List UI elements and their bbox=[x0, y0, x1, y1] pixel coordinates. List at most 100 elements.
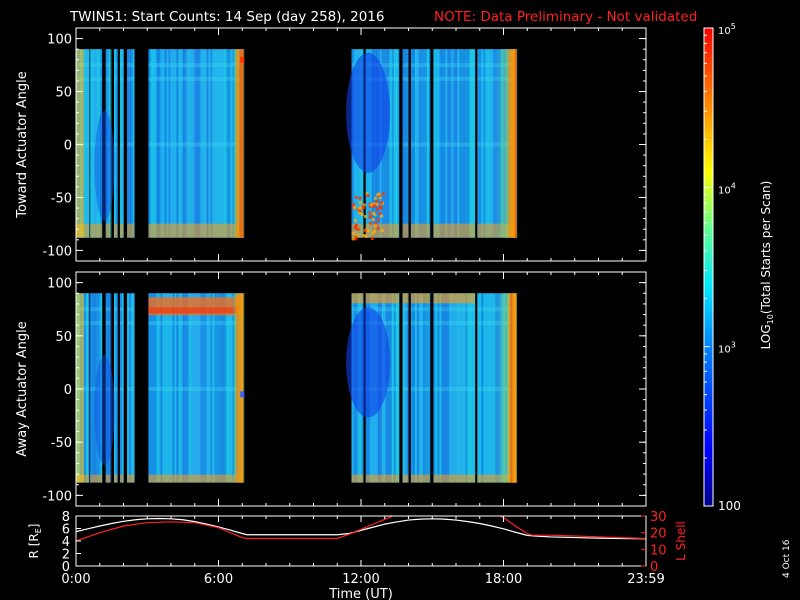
tail-stripe bbox=[508, 293, 511, 483]
data-interval-5 bbox=[127, 293, 136, 483]
edge-band bbox=[105, 223, 111, 238]
texture-stripe bbox=[200, 293, 203, 483]
texture-stripe bbox=[164, 49, 167, 238]
edge-band bbox=[127, 474, 135, 483]
texture-stripe bbox=[170, 49, 173, 238]
texture-stripe bbox=[218, 293, 221, 483]
texture-stripe bbox=[210, 293, 213, 483]
speckle bbox=[368, 215, 372, 219]
data-fill bbox=[105, 49, 111, 238]
intensity-lobe bbox=[94, 355, 115, 466]
data-fill bbox=[114, 49, 118, 238]
angle-band bbox=[410, 142, 430, 147]
speckle bbox=[358, 201, 362, 205]
texture-stripe bbox=[188, 49, 191, 238]
texture-stripe bbox=[166, 49, 169, 238]
texture-stripe bbox=[210, 49, 213, 238]
speckle bbox=[381, 192, 385, 196]
angle-band bbox=[433, 387, 475, 391]
texture-stripe bbox=[182, 293, 185, 483]
speckle bbox=[362, 203, 366, 207]
edge-band bbox=[90, 474, 103, 483]
texture-stripe bbox=[479, 293, 482, 483]
speckle bbox=[358, 209, 362, 213]
texture-stripe bbox=[176, 293, 179, 483]
data-fill bbox=[410, 49, 430, 238]
texture-stripe bbox=[84, 293, 86, 483]
texture-stripe bbox=[397, 293, 400, 483]
texture-stripe bbox=[152, 293, 155, 483]
panel-frame bbox=[75, 515, 647, 567]
data-fill bbox=[90, 49, 103, 238]
texture-stripe bbox=[459, 49, 462, 238]
speckle bbox=[358, 196, 362, 200]
texture-stripe bbox=[184, 293, 187, 483]
tail-stripe bbox=[239, 49, 242, 238]
texture-stripe bbox=[397, 49, 400, 238]
texture-stripe bbox=[445, 49, 448, 238]
texture-stripe bbox=[222, 293, 225, 483]
texture-stripe bbox=[156, 293, 159, 483]
texture-stripe bbox=[465, 293, 468, 483]
l-shell-axis-label: L Shell bbox=[674, 521, 688, 561]
texture-stripe bbox=[404, 49, 407, 238]
angle-band bbox=[148, 63, 244, 68]
texture-stripe bbox=[389, 293, 392, 483]
texture-stripe bbox=[428, 293, 431, 483]
texture-stripe bbox=[196, 293, 199, 483]
y-tick-label: 2 bbox=[62, 548, 70, 563]
texture-stripe bbox=[178, 293, 181, 483]
y-tick-label: 100 bbox=[47, 33, 72, 48]
speckle bbox=[351, 231, 355, 235]
hot-band bbox=[410, 293, 430, 304]
texture-stripe bbox=[152, 49, 155, 238]
angle-band bbox=[105, 76, 111, 81]
speckle bbox=[371, 211, 375, 215]
y-tick-label: 4 bbox=[62, 535, 70, 550]
texture-stripe bbox=[114, 49, 116, 238]
angle-band bbox=[90, 76, 103, 81]
data-fill bbox=[119, 293, 124, 483]
speckle bbox=[354, 195, 358, 199]
angle-band bbox=[90, 307, 103, 312]
data-interval-5 bbox=[127, 49, 136, 238]
tail-stripe bbox=[235, 49, 238, 238]
texture-stripe bbox=[204, 49, 207, 238]
texture-stripe bbox=[86, 49, 88, 238]
angle-band bbox=[114, 307, 118, 312]
texture-stripe bbox=[477, 293, 480, 483]
hot-band bbox=[148, 307, 244, 314]
angle-band bbox=[402, 63, 409, 68]
hot-band bbox=[433, 293, 475, 304]
speckle bbox=[359, 206, 363, 210]
texture-stripe bbox=[174, 49, 177, 238]
texture-stripe bbox=[469, 49, 472, 238]
colorbar-tick-label: 104 bbox=[718, 181, 736, 196]
speckle bbox=[372, 202, 376, 206]
edge-band bbox=[105, 474, 111, 483]
speckle bbox=[365, 192, 369, 196]
y-tick-label-right: 30 bbox=[650, 510, 667, 525]
data-fill bbox=[402, 49, 409, 238]
colorbar-tick-label: 105 bbox=[718, 22, 736, 37]
texture-stripe bbox=[160, 293, 163, 483]
texture-stripe bbox=[433, 49, 436, 238]
texture-stripe bbox=[406, 293, 409, 483]
texture-stripe bbox=[414, 293, 417, 483]
texture-stripe bbox=[178, 49, 181, 238]
texture-stripe bbox=[467, 49, 470, 238]
speckle bbox=[357, 206, 361, 210]
colorbar-tick-label: 100 bbox=[718, 499, 741, 513]
angle-band bbox=[433, 63, 475, 68]
data-interval-1 bbox=[90, 293, 103, 483]
texture-stripe bbox=[186, 293, 189, 483]
texture-stripe bbox=[180, 293, 183, 483]
angle-band bbox=[119, 307, 124, 312]
texture-stripe bbox=[489, 293, 492, 483]
speckle bbox=[373, 213, 377, 217]
texture-stripe bbox=[92, 293, 95, 483]
colorbar-tick-label: 103 bbox=[718, 341, 736, 356]
texture-stripe bbox=[228, 293, 231, 483]
texture-stripe bbox=[202, 49, 205, 238]
